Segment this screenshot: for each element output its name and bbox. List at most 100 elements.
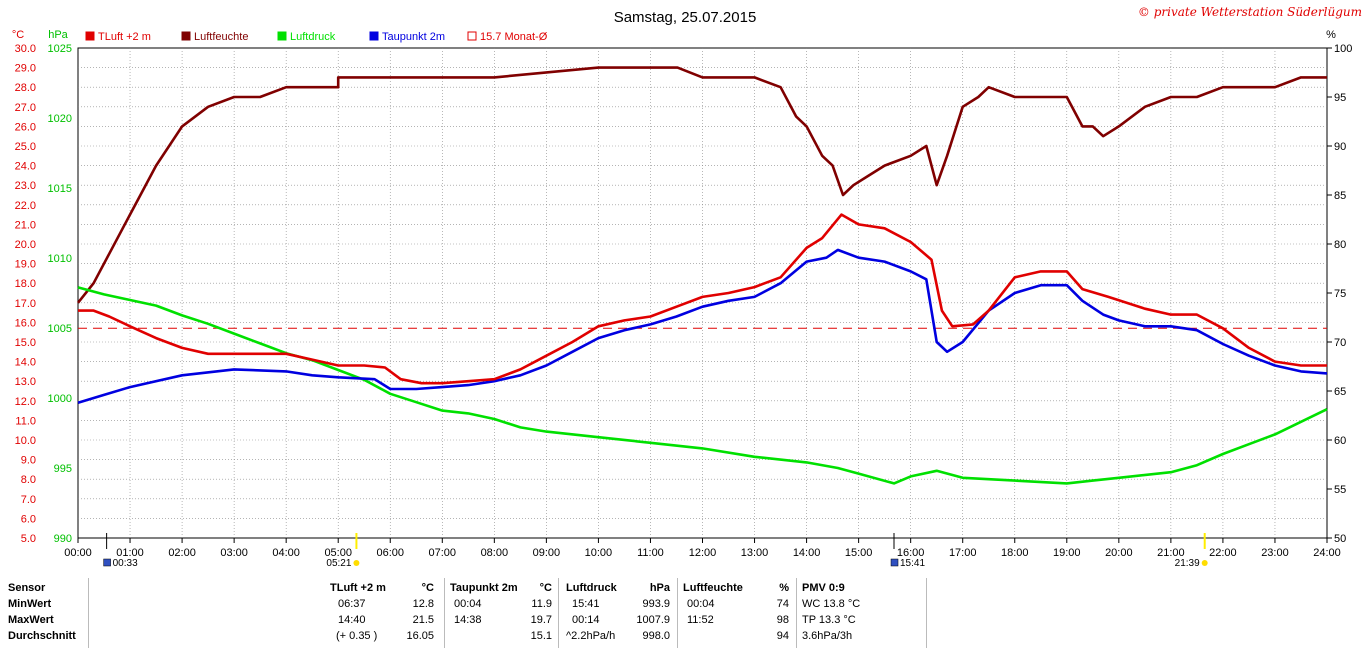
luftdruck-trend: ^2.2hPa/h bbox=[566, 630, 616, 642]
pmv-header: PMV 0:9 bbox=[802, 582, 845, 594]
pmv-trend: 3.6hPa/3h bbox=[802, 630, 853, 642]
row-label-sensor: Sensor bbox=[8, 582, 46, 594]
humidity-tick-label: 50 bbox=[1334, 533, 1346, 545]
time-tick-label: 02:00 bbox=[168, 547, 196, 559]
legend-label: Taupunkt 2m bbox=[382, 31, 445, 43]
legend-swatch bbox=[85, 31, 95, 41]
legend: TLuft +2 m Luftfeuchte Luftdruck Taupunkt 2… bbox=[85, 31, 548, 43]
time-tick-label: 21:00 bbox=[1157, 547, 1185, 559]
temp-axis: 5.0 6.0 7.0 8.0 9.0 10.0 11.0 12.0 13.0 14.0 15.0 1… bbox=[15, 43, 36, 545]
tluft-avg-note: (+ 0.35 ) bbox=[336, 630, 378, 642]
legend-swatch bbox=[369, 31, 379, 41]
tluft-unit: °C bbox=[421, 582, 434, 594]
temp-tick-label: 22.0 bbox=[15, 200, 36, 212]
temp-tick-label: 18.0 bbox=[15, 278, 36, 290]
humidity-tick-label: 60 bbox=[1334, 435, 1346, 447]
luftdruck-max-time: 00:14 bbox=[572, 614, 600, 626]
pressure-tick-label: 1010 bbox=[48, 253, 72, 265]
humidity-tick-label: 80 bbox=[1334, 239, 1346, 251]
temp-tick-label: 25.0 bbox=[15, 141, 36, 153]
temp-tick-label: 16.0 bbox=[15, 317, 36, 329]
humidity-tick-label: 70 bbox=[1334, 337, 1346, 349]
chart-title: Samstag, 25.07.2015 bbox=[614, 9, 757, 26]
temp-tick-label: 8.0 bbox=[21, 474, 36, 486]
row-label-min: MinWert bbox=[8, 598, 52, 610]
taupunkt-min: 11.9 bbox=[531, 598, 552, 610]
time-tick-label: 09:00 bbox=[533, 547, 561, 559]
temp-tick-label: 12.0 bbox=[15, 396, 36, 408]
sun-icon bbox=[1201, 560, 1208, 566]
luftdruck-min-time: 15:41 bbox=[572, 598, 600, 610]
copyright-text: © private Wetterstation Süderlügum bbox=[1138, 5, 1362, 19]
time-tick-label: 12:00 bbox=[689, 547, 717, 559]
luftdruck-min: 993.9 bbox=[642, 598, 670, 610]
pressure-tick-label: 1005 bbox=[48, 323, 72, 335]
temp-tick-label: 5.0 bbox=[21, 533, 36, 545]
time-tick-label: 06:00 bbox=[376, 547, 404, 559]
legend-label: Luftdruck bbox=[290, 31, 336, 43]
humidity-tick-label: 75 bbox=[1334, 288, 1346, 300]
temp-tick-label: 29.0 bbox=[15, 63, 36, 75]
temp-tick-label: 30.0 bbox=[15, 43, 36, 55]
table-divider bbox=[796, 578, 797, 648]
time-tick-label: 23:00 bbox=[1261, 547, 1289, 559]
humidity-tick-label: 100 bbox=[1334, 43, 1352, 55]
time-tick-label: 01:00 bbox=[116, 547, 144, 559]
humidity-tick-label: 65 bbox=[1334, 386, 1346, 398]
luftfeuchte-max: 98 bbox=[776, 614, 789, 626]
statistics-table: Sensor MinWert MaxWert Durchschnitt TLuf… bbox=[0, 574, 1366, 649]
tluft-min-time: 06:37 bbox=[338, 598, 366, 610]
luftfeuchte-max-time: 11:52 bbox=[687, 614, 714, 626]
time-tick-label: 10:00 bbox=[585, 547, 613, 559]
humidity-tick-label: 95 bbox=[1334, 92, 1346, 104]
time-tick-label: 22:00 bbox=[1209, 547, 1237, 559]
temp-tick-label: 11.0 bbox=[15, 415, 36, 427]
temp-tick-label: 17.0 bbox=[15, 298, 36, 310]
temp-tick-label: 26.0 bbox=[15, 121, 36, 133]
humidity-tick-label: 85 bbox=[1334, 190, 1346, 202]
time-tick-label: 11:00 bbox=[637, 547, 664, 559]
temp-tick-label: 21.0 bbox=[15, 219, 36, 231]
series-group bbox=[76, 66, 1328, 485]
legend-label: Luftfeuchte bbox=[194, 31, 248, 43]
tluft-header: TLuft +2 m bbox=[330, 582, 386, 594]
pressure-tick-label: 1020 bbox=[48, 113, 72, 125]
moon-time-label: 00:33 bbox=[113, 558, 138, 569]
sun-icon bbox=[353, 560, 360, 566]
temp-tick-label: 28.0 bbox=[15, 82, 36, 94]
pressure-tick-label: 990 bbox=[54, 533, 72, 545]
temp-tick-label: 14.0 bbox=[15, 357, 36, 369]
temp-tick-label: 23.0 bbox=[15, 180, 36, 192]
humidity-axis: 50 55 60 65 70 75 80 85 90 95 100 bbox=[1327, 43, 1352, 545]
tluft-max-time: 14:40 bbox=[338, 614, 366, 626]
pressure-unit-label: hPa bbox=[48, 29, 68, 41]
table-divider bbox=[926, 578, 927, 648]
time-tick-label: 13:00 bbox=[741, 547, 769, 559]
table-divider bbox=[558, 578, 559, 648]
pressure-tick-label: 995 bbox=[54, 463, 72, 475]
taupunkt-avg: 15.1 bbox=[530, 630, 552, 642]
time-tick-label: 04:00 bbox=[272, 547, 300, 559]
series-line-luftfeuchte bbox=[76, 66, 1327, 304]
tluft-avg: 16.05 bbox=[406, 630, 434, 642]
humidity-tick-label: 90 bbox=[1334, 141, 1346, 153]
row-label-max: MaxWert bbox=[8, 614, 54, 626]
legend-label: TLuft +2 m bbox=[98, 31, 151, 43]
sun-time-label: 05:21 bbox=[326, 558, 351, 569]
time-tick-label: 07:00 bbox=[429, 547, 457, 559]
tluft-max: 21.5 bbox=[412, 614, 434, 626]
temp-unit-label: °C bbox=[12, 29, 24, 41]
pmv-tp: TP 13.3 °C bbox=[802, 614, 856, 626]
sun-time-label: 21:39 bbox=[1175, 558, 1200, 569]
time-tick-label: 00:00 bbox=[64, 547, 92, 559]
pressure-tick-label: 1000 bbox=[48, 393, 72, 405]
temp-tick-label: 20.0 bbox=[15, 239, 36, 251]
series-line-tluft-2-m bbox=[78, 213, 1327, 385]
temp-tick-label: 10.0 bbox=[15, 435, 36, 447]
row-label-avg: Durchschnitt bbox=[8, 630, 76, 642]
humidity-tick-label: 55 bbox=[1334, 484, 1346, 496]
time-tick-label: 15:00 bbox=[845, 547, 873, 559]
pressure-axis: 990 995 1000 1005 1010 1015 1020 1025 bbox=[48, 43, 72, 545]
series-line-taupunkt-2m bbox=[77, 248, 1328, 405]
luftdruck-unit: hPa bbox=[649, 582, 670, 594]
